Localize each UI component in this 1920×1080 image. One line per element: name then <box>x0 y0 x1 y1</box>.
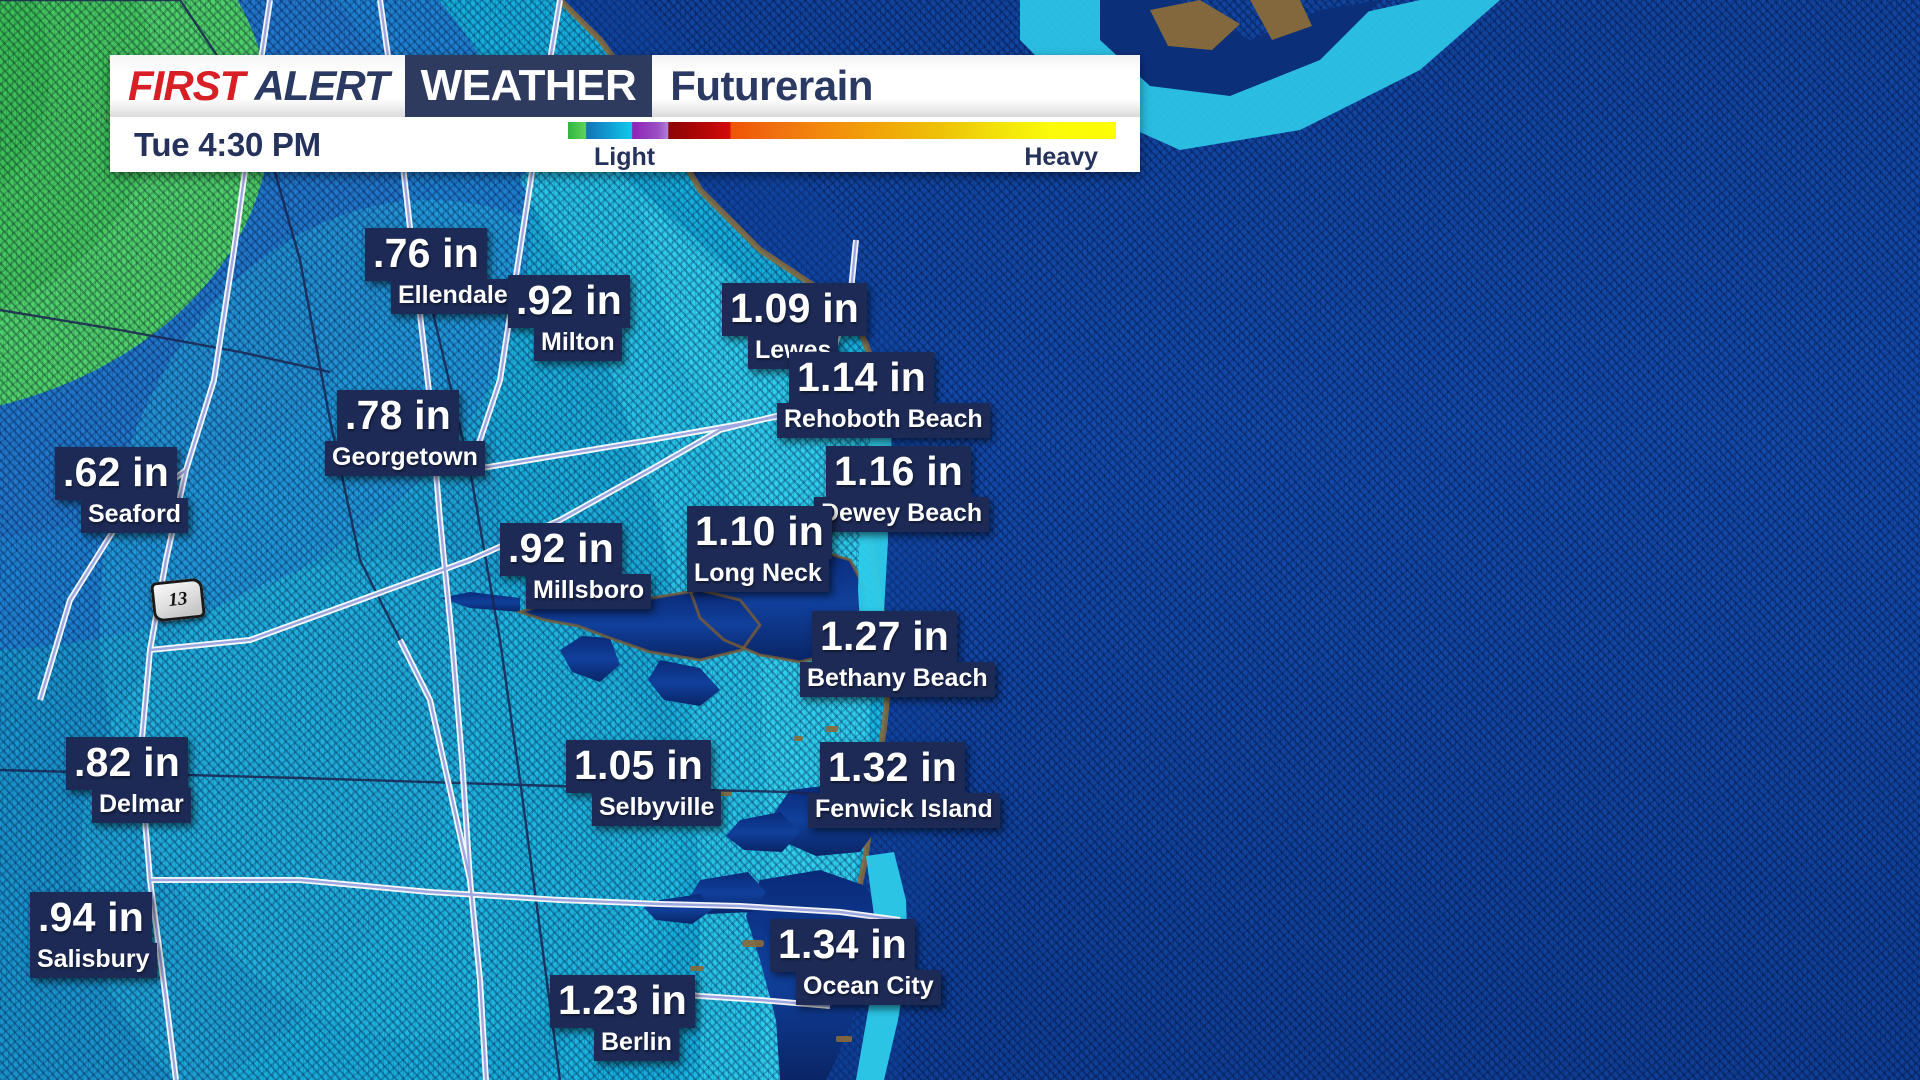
city-rainfall-value: 1.10 in <box>687 506 833 559</box>
city-rainfall-value: .76 in <box>365 228 488 281</box>
city-name: Ocean City <box>796 970 941 1005</box>
highway-shield-icon: 13 <box>150 577 206 623</box>
city-rainfall-value: 1.05 in <box>566 740 712 793</box>
brand-first-alert: FIRST ALERT <box>110 55 405 117</box>
city-label: .92 in Millsboro <box>500 523 652 609</box>
city-rainfall-value: 1.27 in <box>812 611 958 664</box>
city-label: .94 in Salisbury <box>30 892 157 978</box>
city-label: 1.10 in Long Neck <box>687 506 833 592</box>
city-name: Millsboro <box>526 574 652 609</box>
city-label: .76 in Ellendale <box>365 228 515 314</box>
city-rainfall-value: .78 in <box>337 390 460 443</box>
city-rainfall-value: 1.16 in <box>826 446 972 499</box>
city-name: Ellendale <box>391 279 515 314</box>
first-alert-weather-banner: FIRST ALERT WEATHER Futurerain Tue 4:30 … <box>110 55 1140 172</box>
city-name: Georgetown <box>325 441 485 476</box>
city-rainfall-value: .82 in <box>66 737 189 790</box>
city-name: Rehoboth Beach <box>777 403 990 438</box>
product-title: Futurerain <box>670 62 873 109</box>
city-label: 1.32 in Fenwick Island <box>808 742 1000 828</box>
city-label: 1.14 in Rehoboth Beach <box>777 352 990 438</box>
city-label: .62 in Seaford <box>55 447 189 533</box>
legend-heavy-label: Heavy <box>1024 143 1098 171</box>
city-label: .82 in Delmar <box>66 737 191 823</box>
city-rainfall-value: 1.14 in <box>789 352 935 405</box>
city-label: 1.23 in Berlin <box>550 975 696 1061</box>
brand-alert-text: ALERT <box>254 62 389 109</box>
city-name: Milton <box>534 326 622 361</box>
intensity-legend-labels: Light Heavy <box>568 139 1116 171</box>
city-name: Berlin <box>594 1026 679 1061</box>
city-rainfall-value: 1.34 in <box>770 919 916 972</box>
city-label: 1.27 in Bethany Beach <box>800 611 995 697</box>
banner-title-row: FIRST ALERT WEATHER Futurerain <box>110 55 1140 117</box>
intensity-legend: Light Heavy <box>568 122 1116 171</box>
city-rainfall-value: .94 in <box>30 892 153 945</box>
city-name: Salisbury <box>30 943 157 978</box>
city-label: .92 in Milton <box>508 275 631 361</box>
city-name: Selbyville <box>592 791 722 826</box>
city-rainfall-value: 1.09 in <box>722 283 868 336</box>
city-label: .78 in Georgetown <box>325 390 485 476</box>
city-name: Bethany Beach <box>800 662 995 697</box>
legend-light-label: Light <box>594 143 656 171</box>
city-label: 1.34 in Ocean City <box>770 919 941 1005</box>
city-rainfall-value: .62 in <box>55 447 178 500</box>
city-rainfall-value: 1.23 in <box>550 975 696 1028</box>
city-label: 1.05 in Selbyville <box>566 740 722 826</box>
city-name: Dewey Beach <box>814 497 990 532</box>
city-rainfall-value: 1.32 in <box>820 742 966 795</box>
city-rainfall-value: .92 in <box>508 275 631 328</box>
intensity-gradient-bar <box>568 122 1116 139</box>
city-rainfall-value: .92 in <box>500 523 623 576</box>
city-name: Seaford <box>81 498 189 533</box>
shield-route-number: 13 <box>167 588 189 611</box>
city-name: Delmar <box>92 788 191 823</box>
forecast-timestamp: Tue 4:30 PM <box>134 126 321 163</box>
city-name: Fenwick Island <box>808 793 1000 828</box>
brand-first-text: FIRST <box>128 62 245 109</box>
banner-legend-row: Tue 4:30 PM Light Heavy <box>110 117 1140 172</box>
city-name: Long Neck <box>687 557 829 592</box>
city-label: 1.16 in Dewey Beach <box>814 446 990 532</box>
brand-weather-text: WEATHER <box>404 55 653 117</box>
